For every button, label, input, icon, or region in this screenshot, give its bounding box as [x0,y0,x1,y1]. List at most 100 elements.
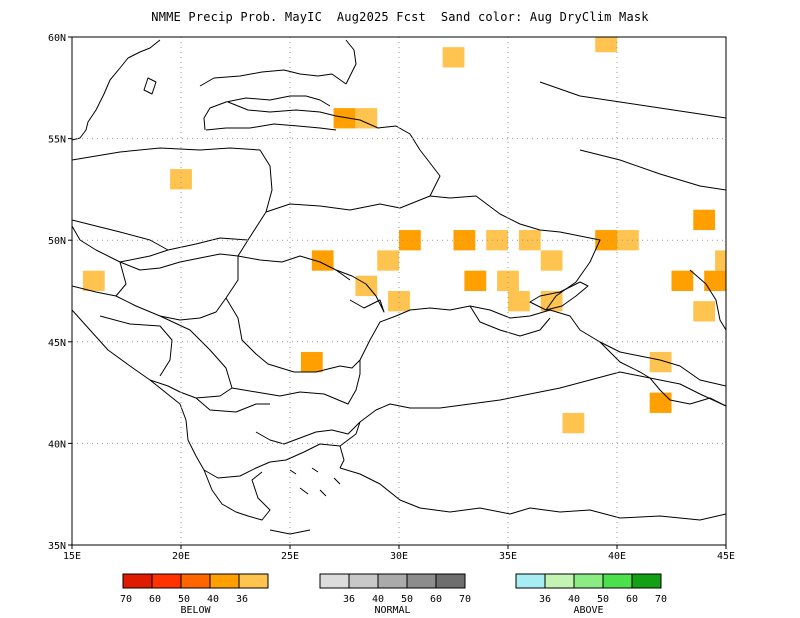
prob-cell-22 [388,291,410,312]
prob-cell-20 [671,270,694,291]
legend-tick-label: 60 [430,594,442,605]
prob-cell-19 [497,270,519,291]
greece-peninsula [203,469,271,521]
land-outlines [72,39,726,535]
lon-tick-label: 20E [172,551,190,562]
prob-cell-5 [693,209,716,231]
lat-tick-label: 60N [48,33,66,44]
prob-cell-21 [704,270,726,291]
prob-cell-13 [377,250,399,271]
poland-west-border [72,219,169,251]
estonia-latvia-border [227,101,337,117]
lat-tick-label: 40N [48,439,66,450]
lon-tick-label: 25E [281,551,299,562]
lon-tick-label: 15E [63,551,81,562]
romania-south-border [225,297,361,373]
longitude-axis: 15E 20E 25E 30E 35E 40E 45E [63,545,735,562]
prob-cell-15 [715,250,726,271]
legend-swatch [180,573,211,589]
greece-chalkidiki [255,421,361,445]
prob-cell-23 [508,291,530,312]
legend-swatch [573,573,604,589]
legend-swatch [319,573,350,589]
prob-cell-1 [442,47,465,68]
legend-label-normal: NORMAL [374,605,410,616]
montenegro-border [149,379,197,399]
russia-river-2 [539,81,726,119]
lat-tick-label: 50N [48,236,66,247]
russia-river [579,149,726,191]
legend-label-above: ABOVE [573,605,603,616]
legend-tick-label: 70 [655,594,667,605]
prob-cell-0 [595,37,617,53]
prob-cell-26 [300,351,323,373]
prob-cell-3 [355,108,378,129]
prob-cell-27 [649,351,672,373]
legend-swatch [209,573,240,589]
belarus-north-border [335,115,421,151]
legend-swatch [515,573,546,589]
black-sea-north-coast [359,305,651,379]
gridlines [72,37,726,545]
legend-swatch [377,573,408,589]
legend-label-below: BELOW [180,605,211,616]
lake-ladoga [345,39,357,85]
prob-cell-6 [399,230,421,251]
prob-cell-9 [518,230,541,251]
caspian-coast [689,269,726,331]
legend-tick-label: 50 [597,594,609,605]
moldova-border [335,269,385,313]
prob-cell-14 [540,250,563,271]
serbia-border [159,315,233,399]
prob-cell-10 [595,230,617,251]
legend-swatch [238,573,269,589]
greece-border [203,421,361,479]
latitude-axis: 35N 40N 45N 50N 55N 60N [48,33,72,552]
legend-normal: 36 40 50 60 70 NORMAL [319,573,471,616]
aegean-islands [269,467,341,535]
legend-tick-label: 50 [178,594,190,605]
belarus-south-border [265,149,441,213]
legend-swatch [544,573,575,589]
map-title: NMME Precip Prob. MayIC Aug2025 Fcst San… [151,10,649,24]
prob-cell-28 [649,392,672,413]
legend-swatch [406,573,437,589]
prob-cell-7 [453,230,476,251]
slovakia-hungary-border [119,239,249,271]
azov-sea [529,281,589,311]
prob-cell-24 [540,291,563,312]
legend-swatch [435,573,466,589]
georgia-south-border [649,377,726,407]
lon-tick-label: 45E [717,551,735,562]
hungary-south-border [115,256,239,321]
crimea [469,305,551,337]
gotland [143,77,157,95]
lat-tick-label: 55N [48,135,66,146]
lat-tick-label: 45N [48,338,66,349]
legend-tick-label: 40 [207,594,219,605]
legend-tick-label: 60 [149,594,161,605]
legend-swatch [602,573,633,589]
belarus-west-border [72,147,273,213]
prob-cell-18 [464,270,487,291]
legend-tick-label: 36 [539,594,551,605]
legend-tick-label: 40 [568,594,580,605]
turkey-west-coast [339,445,345,469]
finland-gulf-coast [199,69,347,87]
legend-tick-label: 60 [626,594,638,605]
albania-coast [179,403,205,471]
lon-tick-label: 30E [390,551,408,562]
legend-above: 36 40 50 60 70 ABOVE [515,573,667,616]
baltic-coastline [203,95,331,131]
prob-cell-29 [562,412,585,434]
ukraine-russia-border [429,195,601,311]
legend-tick-label: 40 [372,594,384,605]
legend-tick-label: 36 [236,594,248,605]
prob-cell-25 [693,301,716,322]
lat-tick-label: 35N [48,541,66,552]
macedonia-border [195,397,270,413]
turkey-south-coast [339,467,726,521]
prob-cell-4 [170,169,192,190]
